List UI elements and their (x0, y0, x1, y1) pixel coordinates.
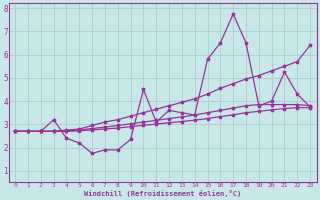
X-axis label: Windchill (Refroidissement éolien,°C): Windchill (Refroidissement éolien,°C) (84, 190, 241, 197)
